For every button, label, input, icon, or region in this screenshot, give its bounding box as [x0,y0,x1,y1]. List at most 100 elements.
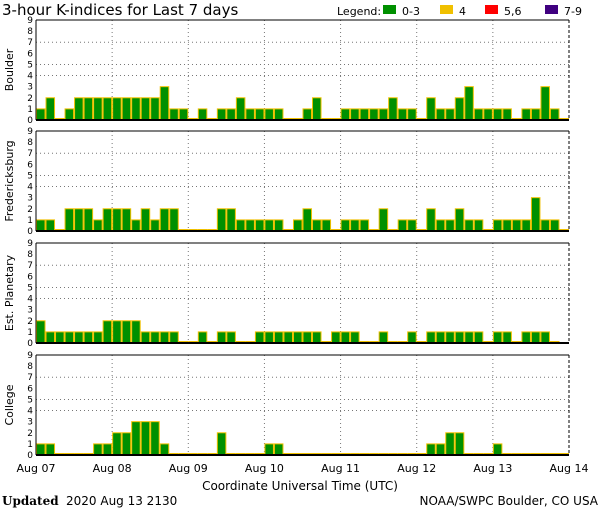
y-tick-label: 6 [27,49,33,59]
bar [492,443,503,456]
bar [216,432,227,456]
x-tick-label: Aug 12 [397,462,436,475]
bar [216,208,227,232]
y-tick-label: 5 [27,283,33,293]
bar [502,331,512,344]
bar [378,208,389,232]
bar [388,97,398,121]
bar [426,208,436,232]
bar [435,219,446,232]
y-tick-label: 1 [27,216,33,226]
bar [131,421,141,456]
bar [226,208,236,232]
bar [302,331,313,344]
bar [312,331,322,344]
bar [540,219,550,232]
y-tick-label: 1 [27,105,33,115]
bar [530,331,541,344]
bar [36,108,46,121]
bar [264,443,274,456]
y-axis-label: Est. Planetary [3,254,16,331]
bar [216,331,227,344]
y-tick-label: 0 [27,116,33,126]
y-tick-label: 7 [27,38,33,48]
bar [140,97,151,121]
bar [245,219,255,232]
y-axis-label: College [3,384,16,425]
bar [340,219,351,232]
y-tick-label: 5 [27,395,33,405]
bar [45,219,56,232]
bar [150,331,160,344]
y-tick-label: 9 [27,239,33,249]
bar [235,219,246,232]
bar [121,208,132,232]
y-axis-label: Fredericksburg [3,140,16,221]
bar [521,108,531,121]
bar [150,97,160,121]
bar [445,331,455,344]
bar [502,219,512,232]
bar [93,443,103,456]
bar [83,97,94,121]
y-tick-label: 2 [27,317,33,327]
bar [273,219,284,232]
bar [340,108,351,121]
y-tick-label: 7 [27,261,33,271]
bar [407,331,417,344]
bar [45,97,56,121]
x-tick-label: Aug 07 [17,462,56,475]
bar [169,331,179,344]
bar [112,97,122,121]
bar [397,108,408,121]
bar [426,331,436,344]
bar [150,219,160,232]
bar [45,443,56,456]
bar [302,208,313,232]
legend-label: Legend: [337,5,381,18]
bar [226,331,236,344]
y-tick-label: 9 [27,16,33,26]
bar [131,97,141,121]
bar [159,443,170,456]
y-tick-label: 6 [27,160,33,170]
bar [445,219,455,232]
y-tick-label: 4 [27,72,33,82]
chart-title: 3-hour K-indices for Last 7 days [2,1,238,19]
bar [102,443,113,456]
bar [273,108,284,121]
legend-swatch-0 [383,5,396,14]
y-tick-label: 2 [27,94,33,104]
bar [131,219,141,232]
bar [169,108,179,121]
bar [359,219,370,232]
bar [283,331,293,344]
bar [273,443,284,456]
bar [473,219,484,232]
legend-swatch-2 [485,5,498,14]
y-tick-label: 9 [27,351,33,361]
bar [36,320,46,344]
bar [169,208,179,232]
x-tick-label: Aug 11 [321,462,360,475]
bar [93,97,103,121]
y-tick-label: 3 [27,83,33,93]
bar [102,97,113,121]
bar [350,108,360,121]
y-tick-label: 4 [27,407,33,417]
bar [378,331,389,344]
bar [254,331,265,344]
legend-swatch-1 [440,5,453,14]
y-tick-label: 5 [27,171,33,181]
x-tick-label: Aug 13 [473,462,512,475]
y-tick-label: 3 [27,194,33,204]
bar [254,219,265,232]
source-credit: NOAA/SWPC Boulder, CO USA [420,494,599,508]
bar [321,219,332,232]
y-tick-label: 8 [27,138,33,148]
bar [435,108,446,121]
y-tick-label: 0 [27,227,33,237]
bar [312,97,322,121]
